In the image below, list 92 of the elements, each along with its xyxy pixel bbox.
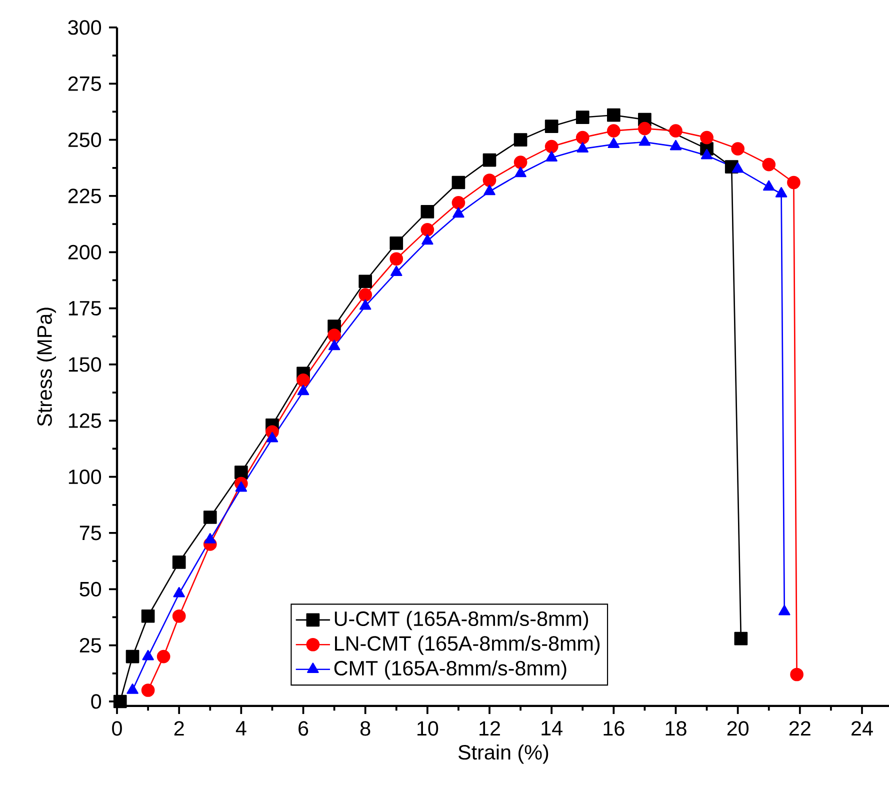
point — [390, 266, 402, 276]
point — [420, 205, 434, 218]
x-tick-label: 4 — [236, 721, 246, 736]
point — [700, 130, 714, 144]
point — [638, 122, 652, 136]
point — [297, 384, 310, 396]
y-tick-label: 300 — [68, 20, 102, 35]
point — [328, 328, 341, 342]
x-axis-title: Strain (%) — [458, 744, 548, 764]
point — [763, 180, 775, 191]
x-tick-label: 18 — [666, 721, 686, 736]
point — [234, 466, 248, 479]
point — [173, 586, 185, 598]
point — [544, 120, 558, 134]
point — [204, 533, 216, 544]
point — [790, 668, 804, 682]
x-tick-label: 8 — [360, 721, 370, 736]
x-tick-label: 0 — [112, 721, 122, 736]
point — [156, 650, 170, 664]
point — [126, 650, 140, 664]
point — [482, 174, 496, 187]
point — [452, 196, 466, 210]
y-tick-label: 100 — [68, 470, 102, 484]
point — [734, 632, 748, 646]
point — [514, 166, 526, 178]
x-tick-label: 6 — [298, 721, 308, 736]
y-tick-label: 225 — [68, 188, 101, 204]
y-tick-label: 50 — [80, 582, 102, 596]
legend-label: CMT (165A-8mm/s-8mm) — [334, 660, 566, 680]
point — [113, 694, 127, 708]
y-tick-label: 150 — [68, 357, 102, 372]
point — [670, 140, 682, 150]
point — [422, 234, 434, 245]
point — [141, 684, 155, 697]
point — [296, 374, 310, 387]
point — [141, 609, 155, 623]
point — [235, 481, 248, 492]
x-tick-label: 16 — [604, 721, 624, 736]
legend-label: LN-CMT (165A-8mm/s-8mm) — [335, 636, 600, 655]
point — [778, 604, 790, 616]
y-tick-label: 125 — [68, 413, 101, 428]
y-tick-label: 275 — [68, 76, 101, 91]
point — [359, 299, 372, 310]
point — [775, 187, 788, 198]
point — [328, 340, 340, 350]
point — [576, 110, 590, 124]
legend-label: U-CMT (165A-8mm/s-8mm) — [334, 610, 588, 630]
point — [787, 176, 800, 190]
y-tick-label: 175 — [68, 301, 101, 316]
point — [126, 684, 138, 694]
point — [358, 288, 372, 302]
x-tick-label: 22 — [789, 721, 810, 736]
y-tick-label: 25 — [80, 638, 101, 653]
y-tick-label: 200 — [68, 244, 102, 260]
point — [638, 135, 651, 146]
point — [576, 142, 588, 152]
point — [762, 158, 776, 172]
x-tick-label: 12 — [480, 721, 500, 736]
point — [607, 124, 620, 138]
point — [266, 432, 278, 442]
point — [546, 151, 558, 162]
y-tick-label: 75 — [80, 526, 101, 540]
point — [514, 156, 528, 169]
point — [669, 124, 682, 138]
point — [482, 153, 496, 167]
point — [203, 510, 217, 524]
point — [390, 252, 404, 266]
point — [452, 207, 464, 218]
y-tick-label: 0 — [91, 694, 102, 709]
point — [607, 108, 620, 122]
point — [608, 138, 620, 148]
point — [732, 162, 744, 173]
point — [514, 133, 528, 146]
point — [544, 140, 558, 154]
x-tick-label: 2 — [174, 721, 184, 736]
point — [142, 650, 154, 660]
point — [452, 176, 466, 190]
x-tick-label: 20 — [727, 721, 749, 736]
x-tick-label: 10 — [417, 721, 438, 736]
point — [172, 609, 186, 623]
point — [358, 274, 372, 288]
y-tick-label: 250 — [68, 132, 102, 148]
y-axis-title: Stress (MPa) — [36, 308, 56, 426]
x-tick-label: 14 — [542, 721, 562, 736]
point — [420, 223, 434, 236]
x-tick-label: 24 — [852, 721, 873, 736]
point — [390, 236, 404, 250]
point — [484, 184, 496, 196]
point — [731, 142, 744, 156]
point — [700, 148, 713, 160]
point — [576, 130, 590, 144]
point — [172, 556, 186, 569]
